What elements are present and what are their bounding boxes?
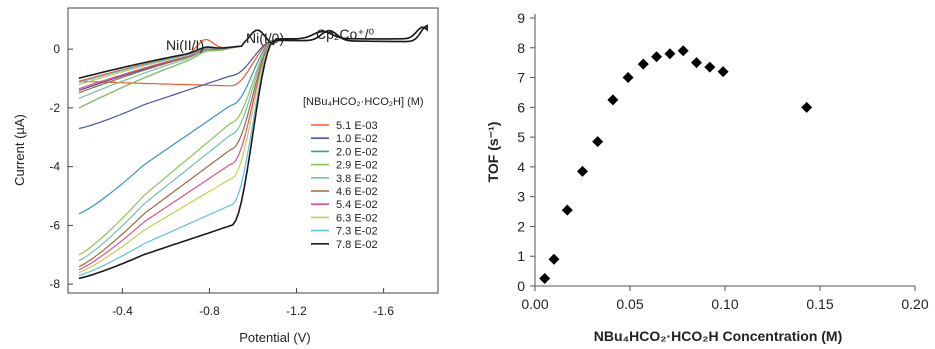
tof-point bbox=[577, 165, 588, 177]
tof-x-axis-label: NBu₄HCO₂·HCO₂H Concentration (M) bbox=[594, 328, 843, 344]
tof-point bbox=[548, 253, 560, 265]
cv-x-ticks: -0.4 -0.8 -1.2 -1.6 bbox=[112, 288, 394, 318]
cv-x-tick-label: -1.2 bbox=[286, 304, 307, 318]
tof-point bbox=[677, 45, 689, 57]
cv-legend-label: 5.4 E-02 bbox=[336, 199, 378, 211]
tof-point bbox=[717, 66, 729, 78]
tof-point bbox=[704, 61, 716, 73]
tof-x-tick-label: 0.20 bbox=[901, 296, 928, 312]
tof-y-tick-label: 7 bbox=[517, 70, 525, 86]
cv-x-tick-label: -1.6 bbox=[373, 304, 394, 318]
tof-point bbox=[561, 204, 573, 216]
cv-y-ticks: 0 -2 -4 -6 -8 bbox=[49, 42, 73, 291]
tof-point bbox=[622, 72, 634, 84]
tof-point bbox=[539, 273, 551, 285]
annotation-cp2co: Cp₂Co⁺/⁰ bbox=[316, 26, 375, 42]
tof-y-axis-label: TOF (s⁻¹) bbox=[485, 122, 501, 183]
tof-x-tick-label: 0.05 bbox=[616, 296, 643, 312]
tof-y-tick-label: 4 bbox=[517, 159, 525, 175]
cv-x-tick-label: -0.8 bbox=[199, 304, 220, 318]
cv-plot-frame bbox=[67, 7, 439, 294]
cv-legend-label: 7.3 E-02 bbox=[336, 226, 378, 238]
cv-legend-label: 6.3 E-02 bbox=[336, 212, 378, 224]
cv-x-axis-label: Potential (V) bbox=[239, 330, 311, 345]
tof-point bbox=[651, 51, 663, 63]
tof-points bbox=[539, 45, 813, 285]
tof-panel: 0 1 2 3 4 5 6 7 8 9 0.00 0.05 0.10 0.15 0.20 NBu₄HCO₂… bbox=[485, 10, 929, 344]
tof-y-tick-label: 9 bbox=[517, 10, 525, 26]
cv-curves bbox=[78, 24, 428, 280]
cv-legend-label: 2.9 E-02 bbox=[336, 160, 378, 172]
tof-y-tick-label: 0 bbox=[517, 278, 525, 294]
cv-legend-label: 1.0 E-02 bbox=[336, 133, 378, 145]
tof-point bbox=[664, 48, 676, 60]
cv-x-tick-label: -0.4 bbox=[112, 304, 133, 318]
annotation-ni-i-0: Ni(I/0) bbox=[246, 30, 284, 46]
tof-point bbox=[691, 57, 702, 69]
tof-y-tick-label: 1 bbox=[517, 248, 525, 264]
tof-point bbox=[592, 136, 604, 148]
tof-x-ticks: 0.00 0.05 0.10 0.15 0.20 bbox=[521, 286, 929, 312]
cv-y-tick-label: -8 bbox=[49, 277, 60, 291]
tof-point bbox=[607, 94, 619, 106]
cv-y-tick-label: -2 bbox=[49, 101, 60, 115]
tof-point bbox=[801, 101, 813, 113]
cv-y-tick-label: -4 bbox=[49, 160, 60, 174]
cv-panel: 0 -2 -4 -6 -8 -0.4 -0.8 -1.2 -1.6 Potential (V)… bbox=[12, 7, 439, 345]
tof-y-tick-label: 5 bbox=[517, 129, 525, 145]
cv-legend-label: 5.1 E-03 bbox=[336, 120, 378, 132]
tof-y-ticks: 0 1 2 3 4 5 6 7 8 9 bbox=[517, 10, 535, 294]
tof-y-tick-label: 6 bbox=[517, 99, 525, 115]
tof-y-tick-label: 3 bbox=[517, 189, 525, 205]
tof-x-tick-label: 0.10 bbox=[711, 296, 738, 312]
cv-legend-label: 7.8 E-02 bbox=[336, 239, 378, 251]
cv-y-tick-label: -6 bbox=[49, 218, 60, 232]
tof-x-tick-label: 0.15 bbox=[806, 296, 833, 312]
tof-x-tick-label: 0.00 bbox=[521, 296, 548, 312]
tof-y-tick-label: 2 bbox=[517, 218, 525, 234]
cv-y-axis-label: Current (µA) bbox=[12, 114, 27, 186]
tof-y-tick-label: 8 bbox=[517, 40, 525, 56]
cv-legend-label: 2.0 E-02 bbox=[336, 146, 378, 158]
cv-trace-10 bbox=[78, 24, 428, 280]
cv-legend-label: 3.8 E-02 bbox=[336, 173, 378, 185]
cv-legend: 5.1 E-031.0 E-022.0 E-02 2.9 E-023.8 E-02… bbox=[311, 120, 378, 251]
cv-legend-title: [NBu₄HCO₂·HCO₂H] (M) bbox=[303, 96, 424, 108]
tof-point bbox=[637, 58, 649, 70]
annotation-ni-ii-i: Ni(II/I) bbox=[166, 37, 204, 53]
cv-y-tick-label: 0 bbox=[53, 42, 60, 56]
cv-legend-label: 4.6 E-02 bbox=[336, 186, 378, 198]
